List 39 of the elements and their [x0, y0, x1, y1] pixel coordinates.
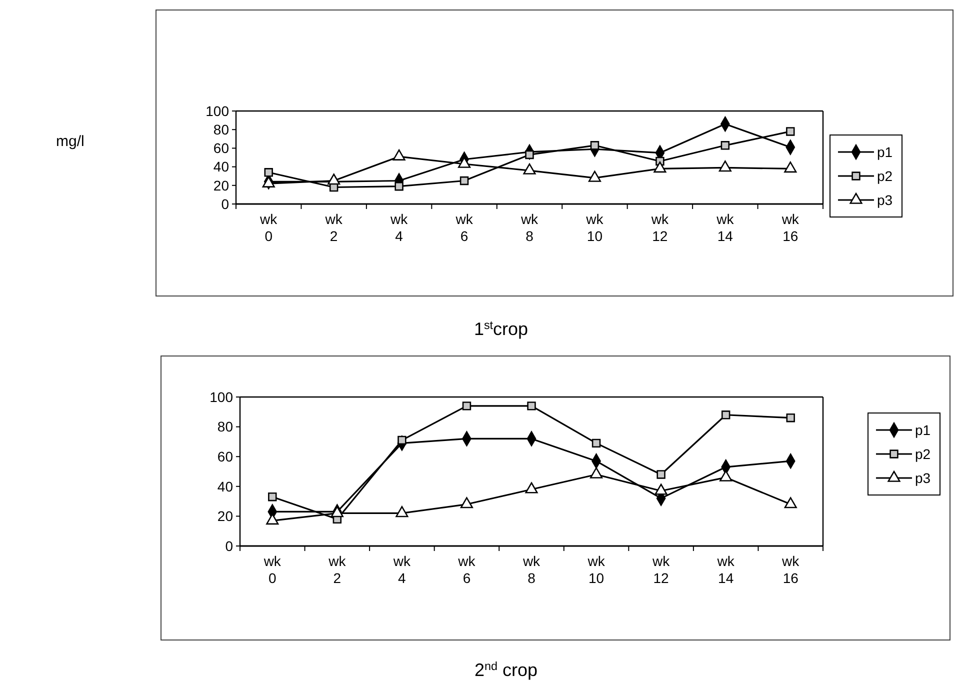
y-tick-label: 0: [225, 538, 234, 554]
x-tick-label: wk 0: [262, 553, 282, 586]
x-tick-label: wk 12: [650, 211, 670, 244]
x-tick-label: wk 4: [392, 553, 412, 586]
x-tick-label: wk 14: [716, 211, 735, 244]
text: 2$^{nd}$ crop: [474, 660, 538, 680]
y-tick-label: 0: [221, 196, 230, 212]
y-tick-label: 60: [213, 140, 230, 156]
legend-label: p3: [877, 192, 893, 208]
x-tick-label: wk 6: [457, 553, 476, 586]
y-tick-label: 80: [213, 122, 230, 138]
x-tick-label: wk 14: [716, 553, 736, 586]
x-tick-label: wk 10: [585, 211, 604, 244]
x-tick-label: wk 8: [520, 211, 540, 244]
x-tick-label: wk 0: [259, 211, 278, 244]
y-tick-label: 40: [213, 158, 230, 175]
y-tick-label: 20: [213, 177, 230, 194]
y-axis-title: mg/l: [56, 133, 84, 150]
x-tick-label: wk 16: [781, 553, 800, 586]
legend-label: p2: [915, 446, 931, 462]
x-tick-label: wk 12: [651, 553, 671, 586]
x-tick-label: wk 2: [328, 553, 347, 586]
x-tick-label: wk 4: [389, 211, 409, 244]
y-tick-label: 20: [217, 508, 234, 524]
y-tick-label: 100: [210, 388, 234, 405]
y-tick-label: 80: [217, 418, 234, 435]
x-tick-label: wk 8: [522, 553, 542, 586]
legend-label: p1: [877, 144, 893, 160]
y-tick-label: 60: [217, 448, 234, 464]
y-tick-label: 40: [217, 478, 234, 494]
legend-label: p1: [915, 422, 931, 438]
legend-label: p2: [877, 168, 893, 184]
x-tick-label: wk 10: [586, 553, 606, 586]
legend-label: p3: [915, 470, 931, 486]
x-tick-label: wk 16: [780, 211, 800, 244]
x-tick-label: wk 6: [454, 211, 474, 244]
x-tick-label: wk 2: [324, 211, 344, 244]
text: 1$^{st}$crop: [474, 318, 528, 339]
y-tick-label: 100: [206, 102, 230, 119]
